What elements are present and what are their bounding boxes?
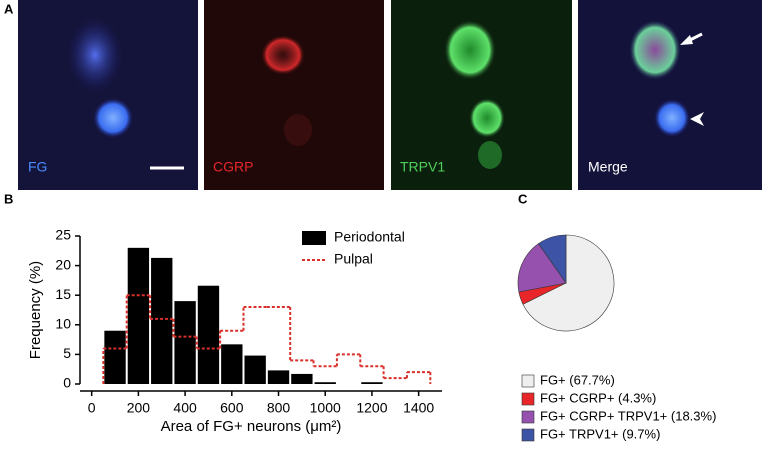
- legend-label: FG+ CGRP+ TRPV1+ (18.3%): [540, 408, 716, 423]
- panel-a: A FG CGRP TRPV1 Merge: [4, 0, 762, 190]
- legend-label: Periodontal: [334, 229, 405, 245]
- cell: [654, 99, 690, 137]
- y-tick-label: 15: [55, 286, 71, 302]
- panel-label: B: [4, 191, 13, 206]
- bar: [267, 370, 290, 384]
- image-label: FG: [28, 159, 47, 175]
- pie-slice: [517, 243, 567, 293]
- pie-slice: [538, 234, 567, 284]
- arrowhead: [690, 112, 704, 126]
- x-tick-label: 200: [127, 400, 151, 416]
- bar: [197, 285, 220, 384]
- legend-swatch: [521, 392, 535, 406]
- image-label: TRPV1: [400, 159, 445, 175]
- legend-label: FG+ TRPV1+ (9.7%): [540, 426, 660, 441]
- panel-label: A: [4, 1, 14, 16]
- legend-label: Pulpal: [334, 251, 373, 267]
- cell: [629, 20, 681, 80]
- cell: [67, 17, 123, 93]
- bar: [314, 382, 336, 384]
- y-tick-label: 5: [63, 345, 71, 361]
- x-tick-label: 1000: [310, 400, 341, 416]
- bar: [244, 355, 266, 384]
- x-tick-label: 1200: [356, 400, 387, 416]
- pie-slice: [522, 234, 615, 332]
- image-label: Merge: [588, 159, 628, 175]
- cell: [93, 98, 133, 138]
- cell: [444, 20, 496, 80]
- bar: [174, 301, 196, 384]
- bar: [291, 373, 313, 384]
- bar: [151, 257, 173, 384]
- legend-swatch: [521, 374, 535, 388]
- cell: [469, 98, 505, 138]
- x-tick-label: 800: [267, 400, 291, 416]
- legend-label: FG+ (67.7%): [540, 372, 615, 387]
- bar: [221, 344, 243, 384]
- x-tick-label: 0: [88, 400, 96, 416]
- legend-swatch: [302, 231, 326, 245]
- y-tick-label: 0: [63, 375, 71, 391]
- bar: [361, 382, 383, 384]
- x-axis-label: Area of FG+ neurons (μm²): [161, 418, 342, 435]
- legend-swatch: [521, 428, 535, 442]
- x-tick-label: 400: [173, 400, 197, 416]
- image-label: CGRP: [213, 159, 253, 175]
- x-tick-label: 1400: [403, 400, 434, 416]
- cell: [261, 35, 305, 75]
- y-axis-label: Frequency (%): [27, 261, 44, 359]
- x-tick-label: 600: [220, 400, 244, 416]
- panel-label: C: [518, 191, 528, 206]
- y-tick-label: 10: [55, 316, 71, 332]
- legend-swatch: [521, 410, 535, 424]
- y-tick-label: 20: [55, 256, 71, 272]
- y-tick-label: 25: [55, 227, 71, 243]
- cell: [284, 114, 312, 146]
- bar: [127, 247, 150, 384]
- cgrp-image: [204, 0, 384, 190]
- bar: [104, 330, 126, 384]
- arrow-head: [680, 35, 693, 45]
- cell: [478, 141, 502, 169]
- legend-label: FG+ CGRP+ (4.3%): [540, 390, 656, 405]
